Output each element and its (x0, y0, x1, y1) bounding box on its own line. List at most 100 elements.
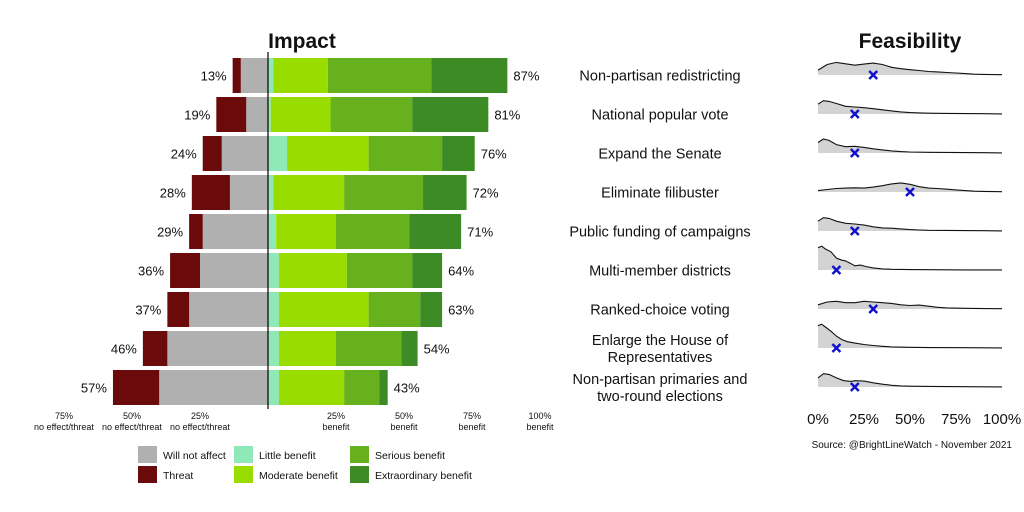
bar-moderate-benefit (276, 214, 336, 249)
legend-label: Will not affect (163, 450, 226, 462)
category-label-line: Non-partisan primaries and (573, 372, 748, 388)
density-line (817, 373, 1003, 388)
bar-extraordinary-benefit (431, 58, 508, 93)
bar-moderate-benefit (278, 292, 369, 327)
legend-swatch (138, 446, 157, 463)
feasibility-tick-label: 100% (983, 411, 1021, 428)
bar-threat (191, 175, 230, 210)
legend-label: Serious benefit (375, 450, 445, 462)
bar-will-not-affect (229, 175, 268, 210)
category-label-line: Enlarge the House of (592, 333, 729, 349)
category-label-line: Eliminate filibuster (601, 186, 719, 202)
density-line (817, 100, 1003, 115)
bar-threat (189, 214, 203, 249)
legend-swatch (350, 446, 369, 463)
impact-tick-label: 100% (528, 411, 551, 421)
mean-marker (831, 343, 842, 353)
bar-extraordinary-benefit (423, 175, 467, 210)
threat-total-label: 57% (81, 381, 107, 396)
density-fill (818, 301, 1002, 309)
bar-little-benefit (268, 370, 279, 405)
bar-extraordinary-benefit (420, 292, 443, 327)
bar-serious-benefit (336, 331, 402, 366)
feasibility-title: Feasibility (859, 30, 962, 53)
impact-tick-sublabel: no effect/threat (102, 422, 162, 432)
mean-marker (849, 148, 860, 158)
category-label-line: Representatives (608, 350, 713, 366)
threat-total-label: 13% (201, 69, 227, 84)
bar-little-benefit (268, 136, 288, 171)
density-fill (818, 217, 1002, 231)
legend-swatch (234, 466, 253, 483)
bar-will-not-affect (159, 370, 268, 405)
feasibility-tick-label: 50% (895, 411, 925, 428)
bar-little-benefit (268, 58, 274, 93)
category-label-line: Non-partisan redistricting (579, 69, 740, 85)
bar-threat (232, 58, 241, 93)
impact-tick-sublabel: benefit (458, 422, 486, 432)
category-label-line: two-round elections (597, 389, 723, 405)
mean-marker-stroke (849, 109, 860, 119)
mean-marker (849, 109, 860, 119)
bar-threat (112, 370, 160, 405)
impact-tick-sublabel: benefit (322, 422, 350, 432)
bar-little-benefit (268, 253, 279, 288)
benefit-total-label: 54% (424, 342, 450, 357)
bar-will-not-affect (240, 58, 268, 93)
legend-item: Little benefit (234, 446, 316, 463)
category-label: Enlarge the House of Representatives (592, 333, 729, 366)
impact-tick-label: 75% (463, 411, 481, 421)
category-label-line: Ranked-choice voting (590, 303, 729, 319)
mean-marker (905, 187, 915, 197)
impact-tick-sublabel: no effect/threat (34, 422, 94, 432)
category-label-line: Public funding of campaigns (569, 225, 750, 241)
bar-extraordinary-benefit (442, 136, 475, 171)
legend-item: Moderate benefit (234, 466, 338, 483)
bar-will-not-affect (221, 136, 268, 171)
density-fill (818, 246, 1002, 270)
benefit-total-label: 71% (467, 225, 493, 240)
bar-will-not-affect (189, 292, 268, 327)
threat-total-label: 19% (184, 108, 210, 123)
bar-threat (202, 136, 222, 171)
category-label: Ranked-choice voting (590, 303, 729, 319)
impact-tick-sublabel: no effect/threat (170, 422, 230, 432)
bar-moderate-benefit (287, 136, 369, 171)
bar-serious-benefit (368, 136, 443, 171)
category-label: Multi-member districts (589, 264, 731, 280)
impact-tick-label: 25% (191, 411, 209, 421)
mean-marker-stroke (849, 148, 860, 158)
legend-label: Little benefit (259, 450, 316, 462)
density-line (817, 300, 1003, 310)
density-line (817, 182, 1003, 193)
bar-serious-benefit (344, 370, 380, 405)
bar-little-benefit (268, 175, 274, 210)
threat-total-label: 46% (111, 342, 137, 357)
bar-serious-benefit (368, 292, 421, 327)
bar-serious-benefit (327, 58, 432, 93)
bar-extraordinary-benefit (409, 214, 462, 249)
bar-little-benefit (268, 292, 279, 327)
legend-swatch (234, 446, 253, 463)
benefit-total-label: 63% (448, 303, 474, 318)
density-fill (818, 373, 1002, 387)
bar-threat (142, 331, 168, 366)
category-label: Non-partisan redistricting (579, 69, 740, 85)
category-label-line: Expand the Senate (598, 147, 721, 163)
density-line (817, 323, 1003, 349)
category-label: Non-partisan primaries and two-round elec… (573, 372, 748, 405)
impact-bars: 13% 87% 19% 81% 24% 76% 28% 72% 29% 71% 36% 64% 37% 6… (81, 52, 540, 409)
bar-extraordinary-benefit (412, 253, 443, 288)
bar-moderate-benefit (278, 331, 336, 366)
bar-serious-benefit (346, 253, 413, 288)
density-line (817, 245, 1002, 271)
benefit-total-label: 76% (481, 147, 507, 162)
impact-title: Impact (268, 30, 336, 53)
legend-item: Will not affect (138, 446, 226, 463)
mean-marker-stroke (831, 343, 842, 353)
mean-marker (849, 226, 860, 236)
mean-marker-stroke (849, 226, 860, 236)
impact-tick-label: 75% (55, 411, 73, 421)
bar-moderate-benefit (273, 175, 345, 210)
